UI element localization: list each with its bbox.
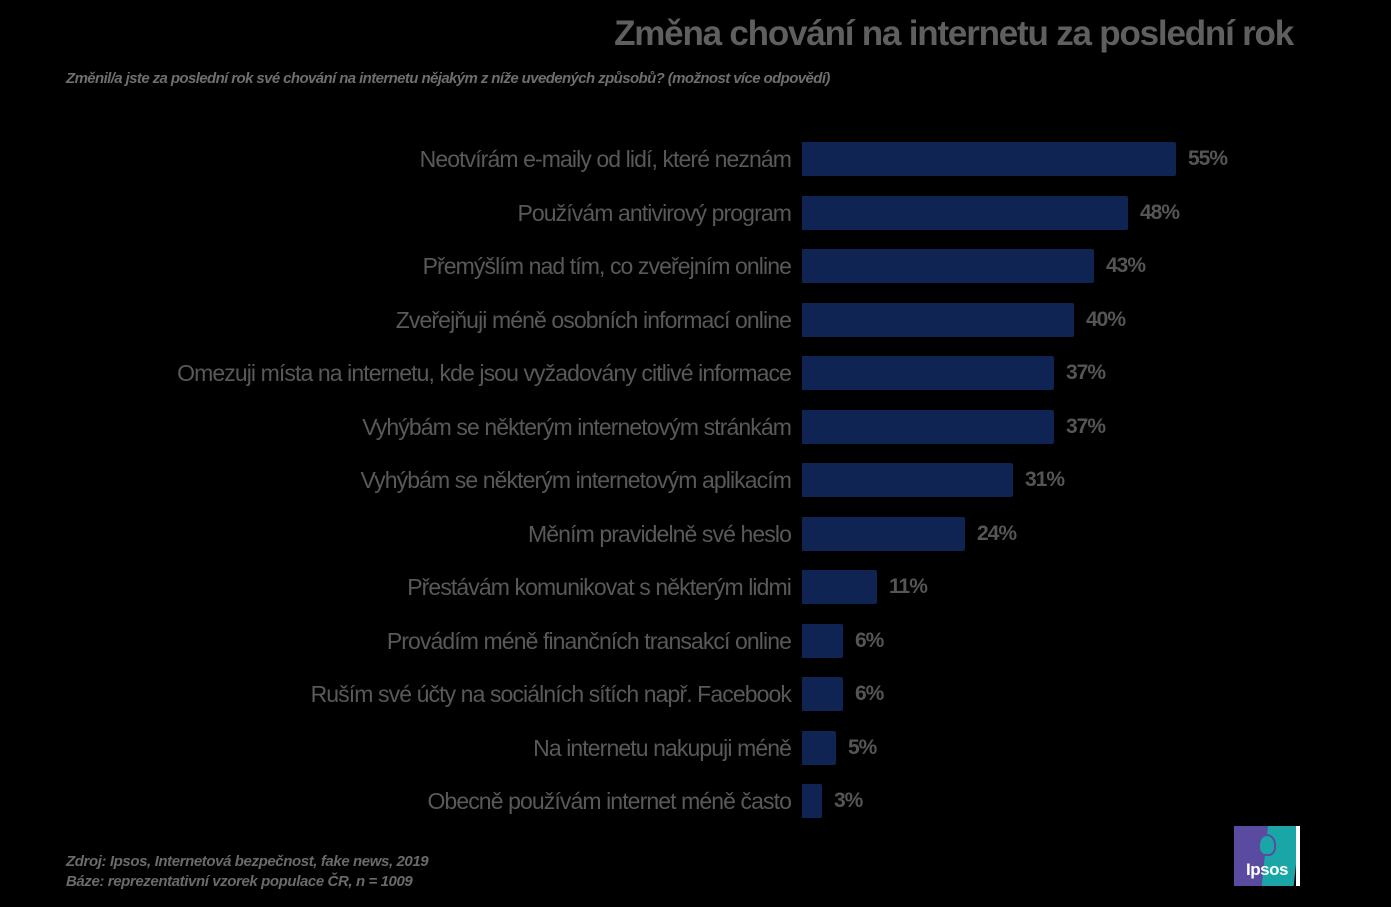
bar-value-label: 40%	[1086, 307, 1126, 331]
bar-label: Obecně používám internet méně často	[427, 788, 791, 814]
bar	[802, 302, 1074, 337]
bar-value-label: 6%	[855, 628, 884, 652]
chart-subtitle: Změnil/a jste za poslední rok své chován…	[66, 70, 830, 87]
bar-row: Vyhýbám se některým internetovým stránká…	[0, 409, 1391, 444]
bar	[802, 142, 1176, 176]
bar-row: Ruším své účty na sociálních sítích např…	[0, 677, 1391, 711]
bar-label: Měním pravidelně své heslo	[528, 520, 792, 547]
bar-label: Neotvírám e-maily od lidí, které neznám	[419, 146, 792, 172]
logo-head-icon	[1258, 834, 1276, 856]
bar	[802, 784, 822, 818]
bar-label: Zveřejňuji méně osobních informací onlin…	[395, 306, 792, 333]
bar-label: Přemýšlím nad tím, co zveřejním online	[422, 253, 792, 279]
bar-row: Měním pravidelně své heslo 24%	[0, 516, 1391, 551]
bar-label: Ruším své účty na sociálních sítích např…	[310, 681, 792, 707]
bar	[802, 730, 836, 765]
bar-value-label: 43%	[1106, 254, 1146, 277]
bar-value-label: 37%	[1066, 361, 1106, 384]
bar-value-label: 55%	[1188, 147, 1228, 170]
chart-title: Změna chování na internetu za poslední r…	[614, 14, 1294, 53]
bar-row: Neotvírám e-maily od lidí, které neznám 5…	[0, 142, 1391, 176]
bar-label: Používám antivirový program	[517, 199, 791, 226]
bar	[802, 249, 1094, 283]
bar-label: Vyhýbám se některým internetovým stránká…	[362, 413, 792, 440]
bar-label: Provádím méně finančních transakcí onlin…	[386, 627, 792, 654]
bar-value-label: 37%	[1066, 414, 1106, 438]
bar-label: Vyhýbám se některým internetovým aplikac…	[360, 467, 792, 493]
logo-edge	[1296, 826, 1300, 886]
bar-value-label: 6%	[855, 682, 884, 705]
bar-label: Přestávám komunikovat s některým lidmi	[407, 574, 792, 600]
bar-row: Používám antivirový program 48%	[0, 195, 1391, 230]
bar	[802, 623, 843, 658]
bar-value-label: 48%	[1140, 200, 1180, 224]
bar-value-label: 31%	[1025, 468, 1065, 491]
bar	[802, 677, 843, 711]
bar-row: Vyhýbám se některým internetovým aplikac…	[0, 463, 1391, 497]
logo-text: Ipsos	[1246, 860, 1288, 879]
bar-label: Omezuji místa na internetu, kde jsou vyž…	[177, 360, 792, 386]
bar-value-label: 24%	[977, 521, 1017, 545]
bar-row: Na internetu nakupuji méně 5%	[0, 730, 1391, 765]
bar	[802, 463, 1013, 497]
bar-row: Obecně používám internet méně často 3%	[0, 784, 1391, 818]
bar-row: Zveřejňuji méně osobních informací onlin…	[0, 302, 1391, 337]
ipsos-logo: Ipsos	[1234, 826, 1300, 886]
bar	[802, 356, 1054, 390]
base-note: Báze: reprezentativní vzorek populace ČR…	[66, 873, 413, 890]
bar	[802, 516, 965, 551]
bar-value-label: 11%	[889, 575, 928, 598]
chart-footer: Zdroj: Ipsos, Internetová bezpečnost, fa…	[66, 852, 429, 892]
bar	[802, 195, 1128, 230]
bar-row: Provádím méně finančních transakcí onlin…	[0, 623, 1391, 658]
bar-row: Přestávám komunikovat s některým lidmi 11…	[0, 570, 1391, 604]
bar-value-label: 5%	[848, 735, 877, 759]
bar-label: Na internetu nakupuji méně	[533, 734, 792, 761]
bar-value-label: 3%	[834, 789, 863, 812]
bar	[802, 409, 1054, 444]
source-note: Zdroj: Ipsos, Internetová bezpečnost, fa…	[66, 853, 429, 870]
bar-row: Omezuji místa na internetu, kde jsou vyž…	[0, 356, 1391, 390]
bar-row: Přemýšlím nad tím, co zveřejním online 43…	[0, 249, 1391, 283]
bar	[802, 570, 877, 604]
